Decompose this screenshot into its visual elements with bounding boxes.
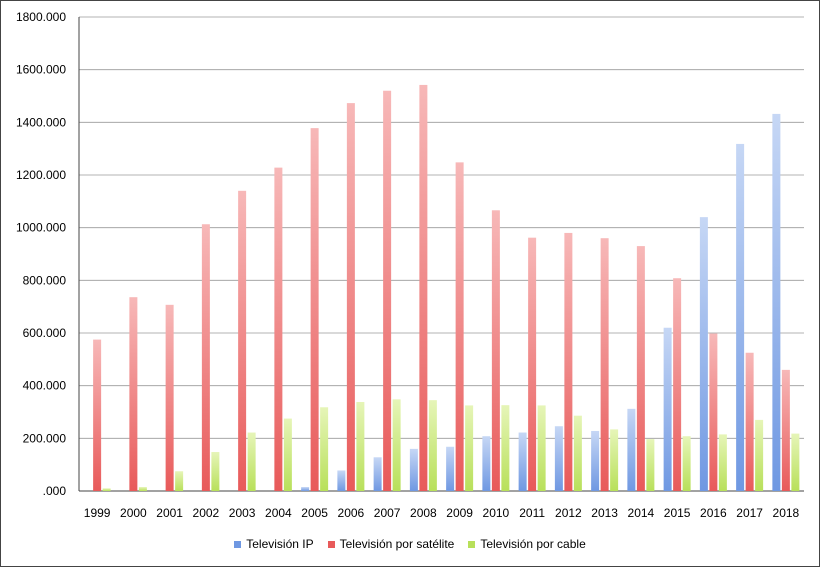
x-axis-ticks: 1999 2000 2001 2002 2003 2004 2005 2006 2007 2008… [84, 506, 800, 520]
bar-ip-2017 [736, 143, 745, 491]
x-tick-label: 2017 [736, 506, 763, 520]
legend-swatch-cable [468, 540, 476, 548]
bar-satellite-2003 [238, 190, 247, 492]
bar-satellite-2008 [419, 84, 428, 491]
bar-cable-2013 [610, 429, 619, 491]
y-tick-label: 400.000 [23, 379, 67, 393]
bar-ip-2008 [409, 448, 418, 491]
y-tick-label: 1800.000 [16, 10, 66, 24]
bar-ip-2011 [518, 432, 527, 491]
bar-satellite-1999 [93, 339, 102, 491]
bar-cable-2008 [428, 400, 437, 491]
bar-cable-2002 [211, 452, 220, 491]
bar-ip-2009 [446, 446, 455, 491]
bar-ip-2007 [373, 457, 382, 491]
bar-cable-2018 [791, 433, 800, 491]
legend-label-satellite: Televisión por satélite [339, 537, 455, 551]
bar-ip-2014 [627, 408, 636, 491]
y-tick-label: 1200.000 [16, 168, 66, 182]
x-tick-label: 2008 [410, 506, 437, 520]
bar-satellite-2013 [600, 238, 609, 491]
bar-ip-2006 [337, 470, 346, 491]
bar-satellite-2000 [129, 297, 138, 491]
bar-satellite-2014 [636, 246, 645, 491]
bar-satellite-2005 [310, 128, 319, 492]
bar-cable-2005 [320, 407, 329, 491]
bar-cable-2011 [537, 405, 546, 491]
bar-satellite-2016 [709, 333, 718, 491]
bar-cable-2016 [718, 434, 727, 491]
legend-item-satellite: Televisión por satélite [327, 537, 455, 551]
bars [93, 84, 800, 492]
x-tick-label: 2003 [229, 506, 256, 520]
x-tick-label: 2009 [446, 506, 473, 520]
x-tick-label: 2005 [301, 506, 328, 520]
bar-cable-2009 [465, 405, 474, 491]
y-tick-label: 1600.000 [16, 63, 66, 77]
x-tick-label: 2015 [664, 506, 691, 520]
x-tick-label: 2002 [193, 506, 220, 520]
bar-chart: .000 200.000 400.000 600.000 800.000 1000.000… [16, 10, 804, 520]
bar-ip-2015 [663, 327, 672, 491]
bar-cable-2015 [682, 436, 691, 491]
bar-ip-2018 [772, 113, 781, 491]
bar-ip-2012 [554, 426, 563, 491]
legend-swatch-satellite [327, 540, 335, 548]
x-tick-label: 2014 [628, 506, 655, 520]
bar-cable-2017 [755, 419, 764, 491]
x-tick-label: 1999 [84, 506, 111, 520]
bar-cable-2001 [175, 471, 184, 491]
legend-label-cable: Televisión por cable [480, 537, 586, 551]
bar-satellite-2011 [528, 237, 537, 491]
x-tick-label: 2001 [156, 506, 183, 520]
bar-cable-2014 [646, 439, 655, 491]
y-tick-label: 800.000 [23, 273, 67, 287]
bar-ip-2016 [699, 217, 708, 491]
bar-ip-2013 [591, 430, 600, 491]
x-tick-label: 2011 [519, 506, 545, 520]
legend-item-cable: Televisión por cable [468, 537, 586, 551]
legend-label-ip: Televisión IP [246, 537, 314, 551]
bar-satellite-2006 [346, 103, 355, 492]
bar-ip-2010 [482, 436, 491, 491]
bar-satellite-2017 [745, 352, 754, 491]
x-tick-label: 2012 [555, 506, 582, 520]
bar-cable-2004 [283, 418, 292, 491]
x-tick-label: 2006 [338, 506, 365, 520]
bar-cable-2012 [573, 415, 582, 491]
bar-satellite-2007 [383, 90, 392, 491]
bar-satellite-2015 [673, 278, 682, 491]
x-tick-label: 2010 [483, 506, 510, 520]
bar-satellite-2004 [274, 167, 283, 492]
y-tick-label: 1400.000 [16, 115, 66, 129]
bar-satellite-2010 [491, 210, 500, 491]
x-tick-label: 2018 [773, 506, 800, 520]
y-tick-label: 600.000 [23, 326, 67, 340]
bar-cable-2007 [392, 399, 401, 491]
x-tick-label: 2000 [120, 506, 147, 520]
bar-cable-1999 [102, 488, 111, 491]
legend: Televisión IP Televisión por satélite Te… [0, 537, 820, 551]
y-tick-label: 200.000 [23, 431, 67, 445]
bar-cable-2003 [247, 432, 256, 491]
bar-satellite-2001 [165, 304, 174, 491]
y-axis-ticks: .000 200.000 400.000 600.000 800.000 1000.000… [16, 10, 66, 498]
x-tick-label: 2013 [591, 506, 618, 520]
bar-cable-2010 [501, 405, 510, 491]
bar-satellite-2012 [564, 232, 573, 491]
x-tick-label: 2016 [700, 506, 727, 520]
x-tick-label: 2007 [374, 506, 401, 520]
x-tick-label: 2004 [265, 506, 292, 520]
grid-lines [78, 16, 804, 492]
bar-cable-2000 [138, 487, 147, 491]
bar-satellite-2009 [455, 162, 464, 492]
legend-item-ip: Televisión IP [234, 537, 314, 551]
bar-ip-2005 [301, 487, 310, 491]
bar-cable-2006 [356, 401, 365, 491]
bar-satellite-2018 [781, 369, 790, 491]
bar-satellite-2002 [201, 224, 210, 491]
y-tick-label: 1000.000 [16, 221, 66, 235]
legend-swatch-ip [234, 540, 242, 548]
y-tick-label: .000 [43, 484, 67, 498]
